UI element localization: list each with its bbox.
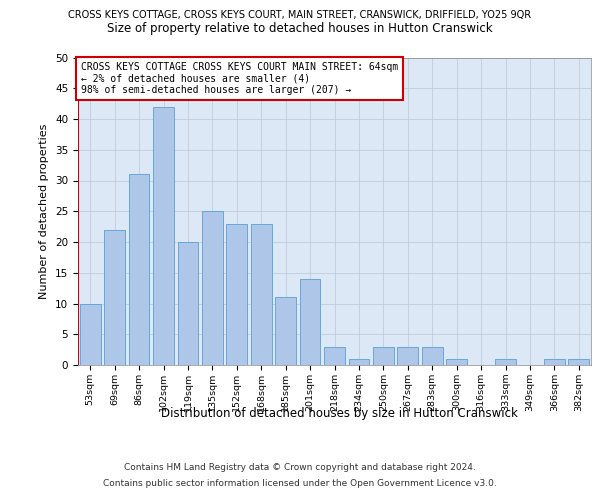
Bar [251,224,272,365]
Text: Contains public sector information licensed under the Open Government Licence v3: Contains public sector information licen… [103,479,497,488]
Bar [178,242,199,365]
Text: Distribution of detached houses by size in Hutton Cranswick: Distribution of detached houses by size … [161,408,517,420]
Bar [324,346,345,365]
Bar [495,359,516,365]
Bar [202,211,223,365]
Bar [153,106,174,365]
Bar [128,174,149,365]
Bar [226,224,247,365]
Text: CROSS KEYS COTTAGE CROSS KEYS COURT MAIN STREET: 64sqm
← 2% of detached houses a: CROSS KEYS COTTAGE CROSS KEYS COURT MAIN… [80,62,398,96]
Text: CROSS KEYS COTTAGE, CROSS KEYS COURT, MAIN STREET, CRANSWICK, DRIFFIELD, YO25 9Q: CROSS KEYS COTTAGE, CROSS KEYS COURT, MA… [68,10,532,20]
Bar [80,304,101,365]
Text: Size of property relative to detached houses in Hutton Cranswick: Size of property relative to detached ho… [107,22,493,35]
Text: Contains HM Land Registry data © Crown copyright and database right 2024.: Contains HM Land Registry data © Crown c… [124,462,476,471]
Y-axis label: Number of detached properties: Number of detached properties [40,124,49,299]
Bar [397,346,418,365]
Bar [446,359,467,365]
Bar [422,346,443,365]
Bar [275,298,296,365]
Bar [349,359,370,365]
Bar [373,346,394,365]
Bar [544,359,565,365]
Bar [299,279,320,365]
Bar [104,230,125,365]
Bar [568,359,589,365]
